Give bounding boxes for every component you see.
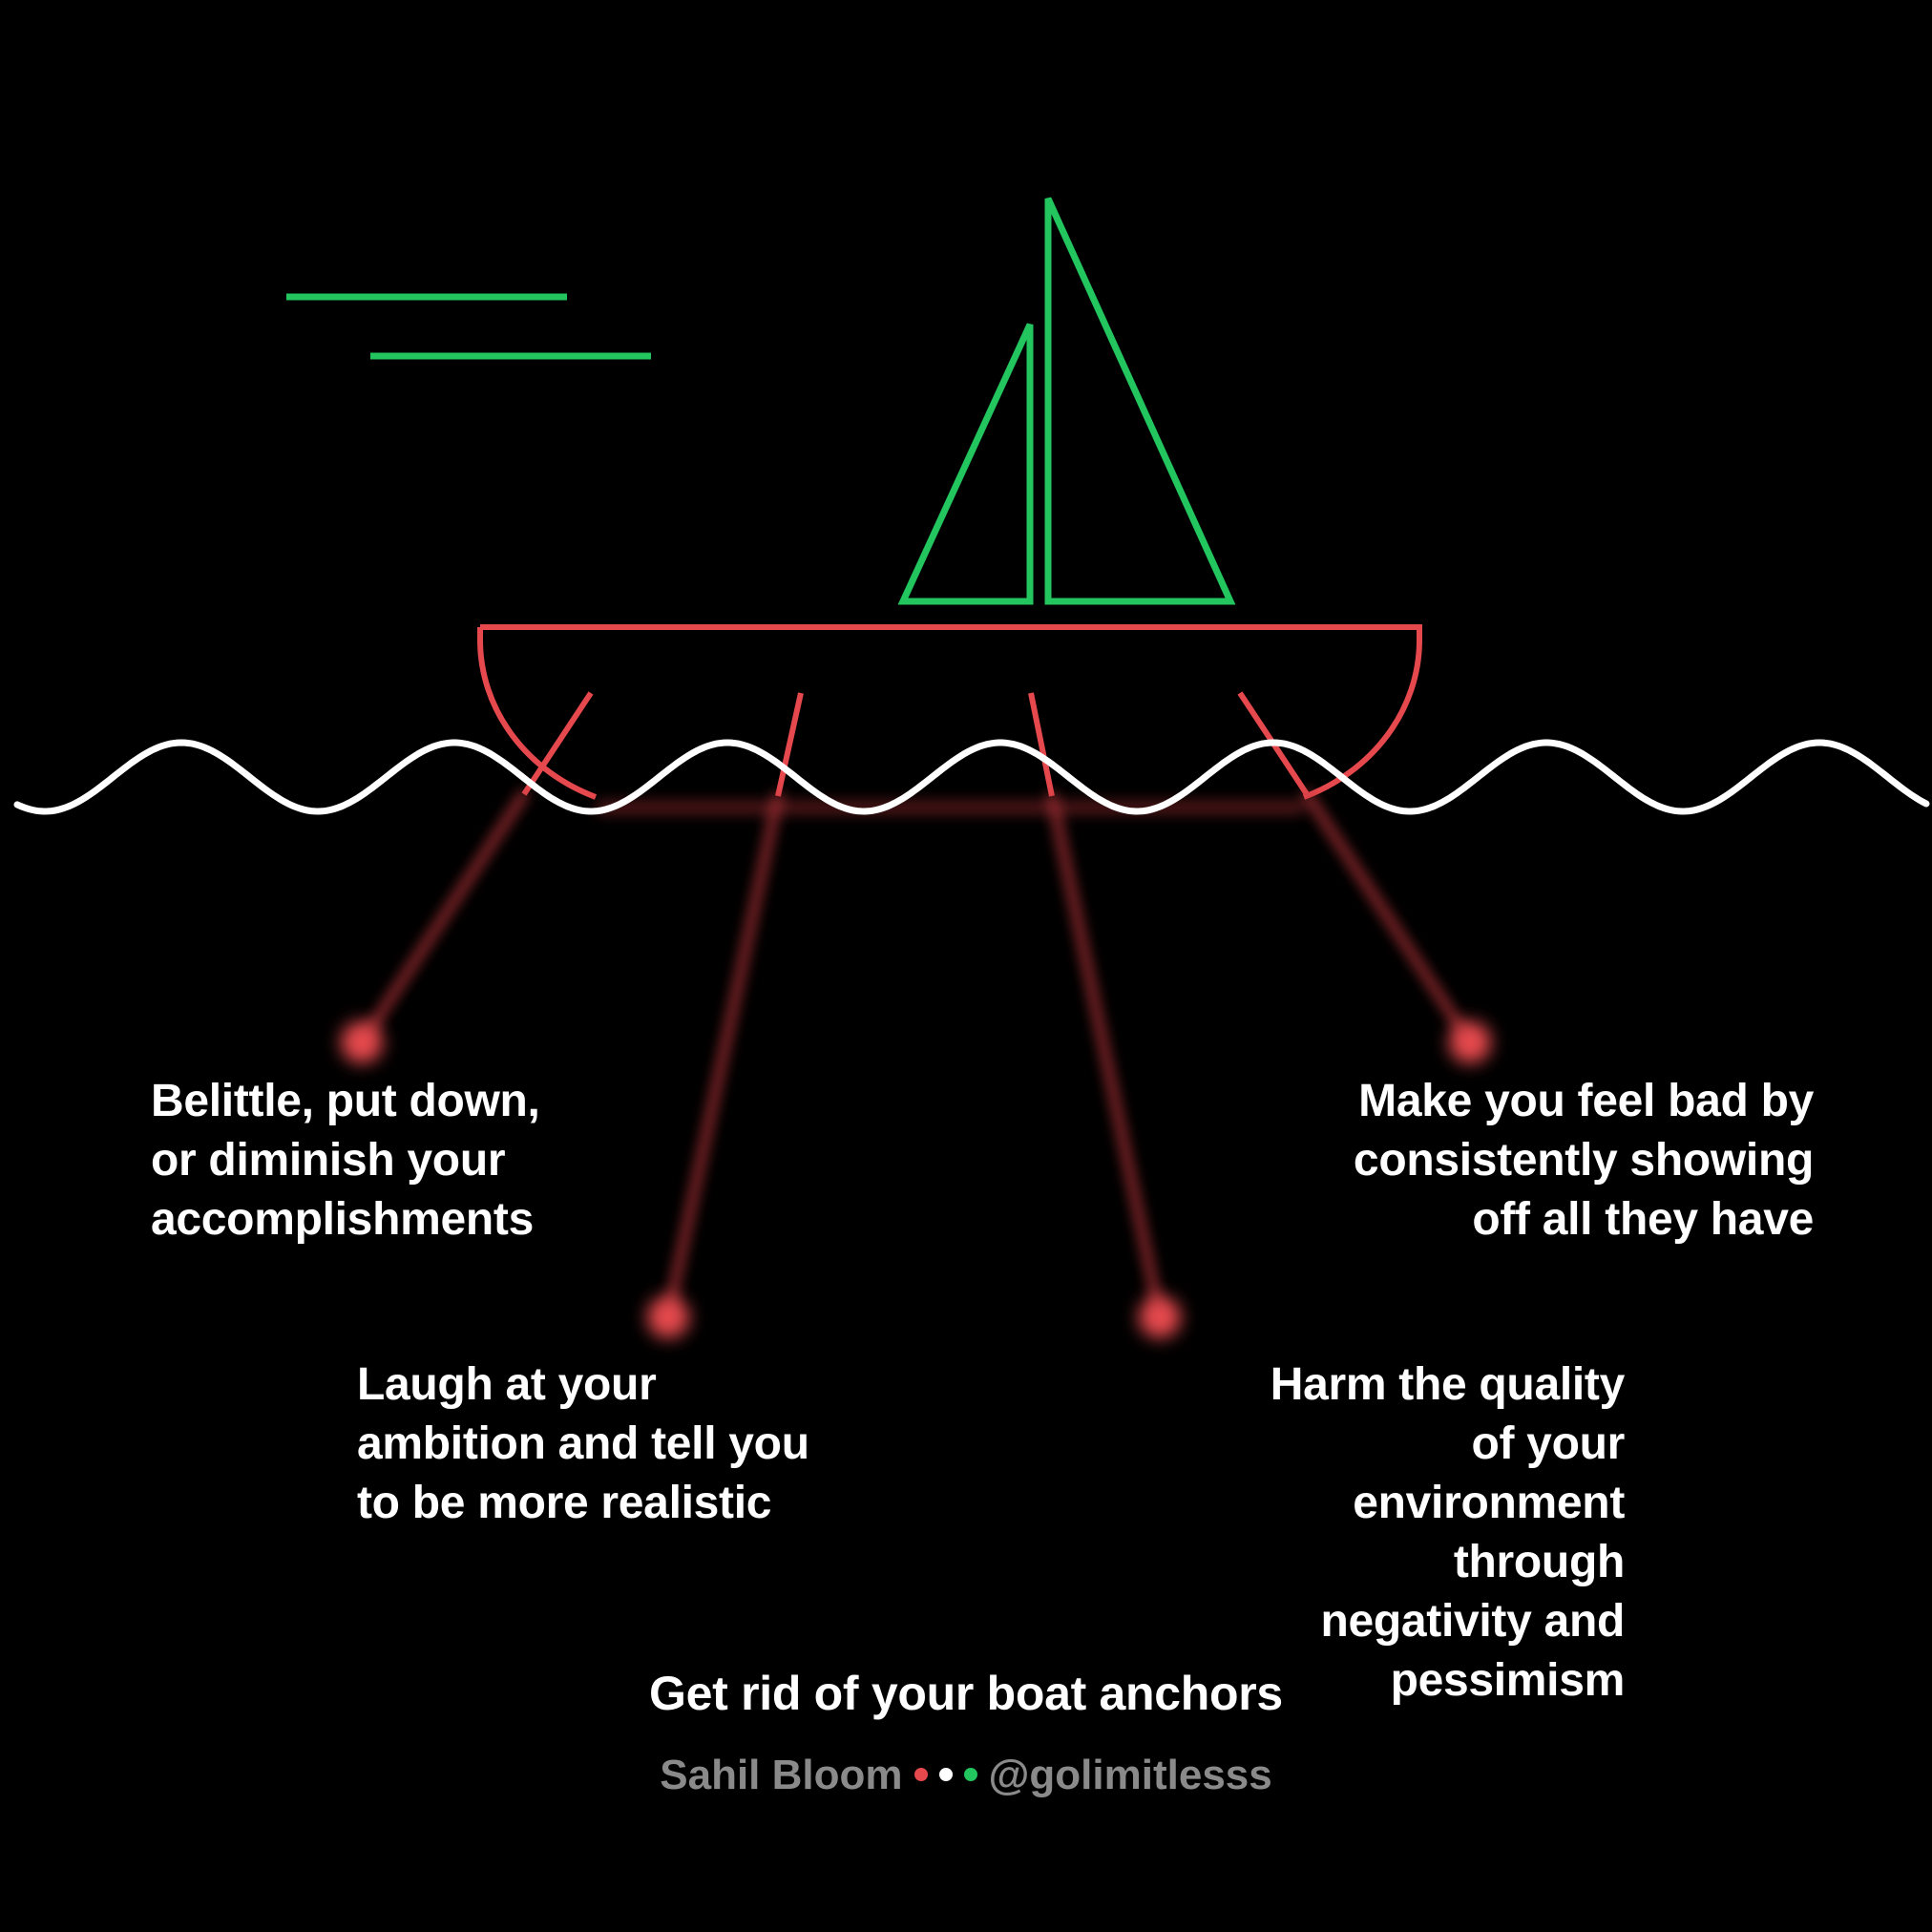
anchor-line-3-top [1028, 692, 1055, 797]
red-dot-icon [914, 1768, 928, 1782]
author-handle: @golimitlesss [988, 1752, 1272, 1798]
author-name: Sahil Bloom [660, 1752, 903, 1798]
wind-lines [286, 293, 651, 360]
anchor-dots [341, 1021, 1491, 1338]
anchor-dot-2 [647, 1296, 689, 1338]
anchor-dot-3 [1139, 1296, 1181, 1338]
anchor-line-1-top [521, 691, 594, 796]
anchor-label-belittle: Belittle, put down, or diminish your acc… [151, 1076, 540, 1245]
water-wave [13, 739, 1930, 815]
sails [897, 197, 1236, 605]
anchor-lines-below [357, 789, 1475, 1322]
anchor-line-4-glow [1302, 789, 1475, 1047]
credit-line: Sahil Bloom @golimitlesss [0, 1749, 1932, 1802]
dot-separator [909, 1752, 983, 1798]
main-sail [1044, 197, 1236, 605]
anchor-dot-4 [1449, 1021, 1491, 1063]
jib-sail [897, 323, 1034, 605]
anchor-line-2-glow [663, 791, 783, 1320]
anchor-line-3-glow [1047, 791, 1165, 1322]
caption: Get rid of your boat anchors [649, 1667, 1283, 1720]
anchor-lines-above [521, 691, 1310, 797]
anchor-line-1-glow [357, 789, 529, 1047]
anchor-label-harm: Harm the quality of your environment thr… [1270, 1359, 1626, 1706]
boat-hull [477, 624, 1422, 800]
anchor-label-laugh: Laugh at your ambition and tell you to b… [357, 1359, 809, 1528]
anchor-label-show-off: Make you feel bad by consistently showin… [1353, 1076, 1814, 1245]
green-dot-icon [963, 1768, 977, 1782]
white-dot-icon [938, 1768, 953, 1782]
anchor-dot-1 [341, 1021, 383, 1063]
anchor-line-2-top [775, 692, 804, 797]
